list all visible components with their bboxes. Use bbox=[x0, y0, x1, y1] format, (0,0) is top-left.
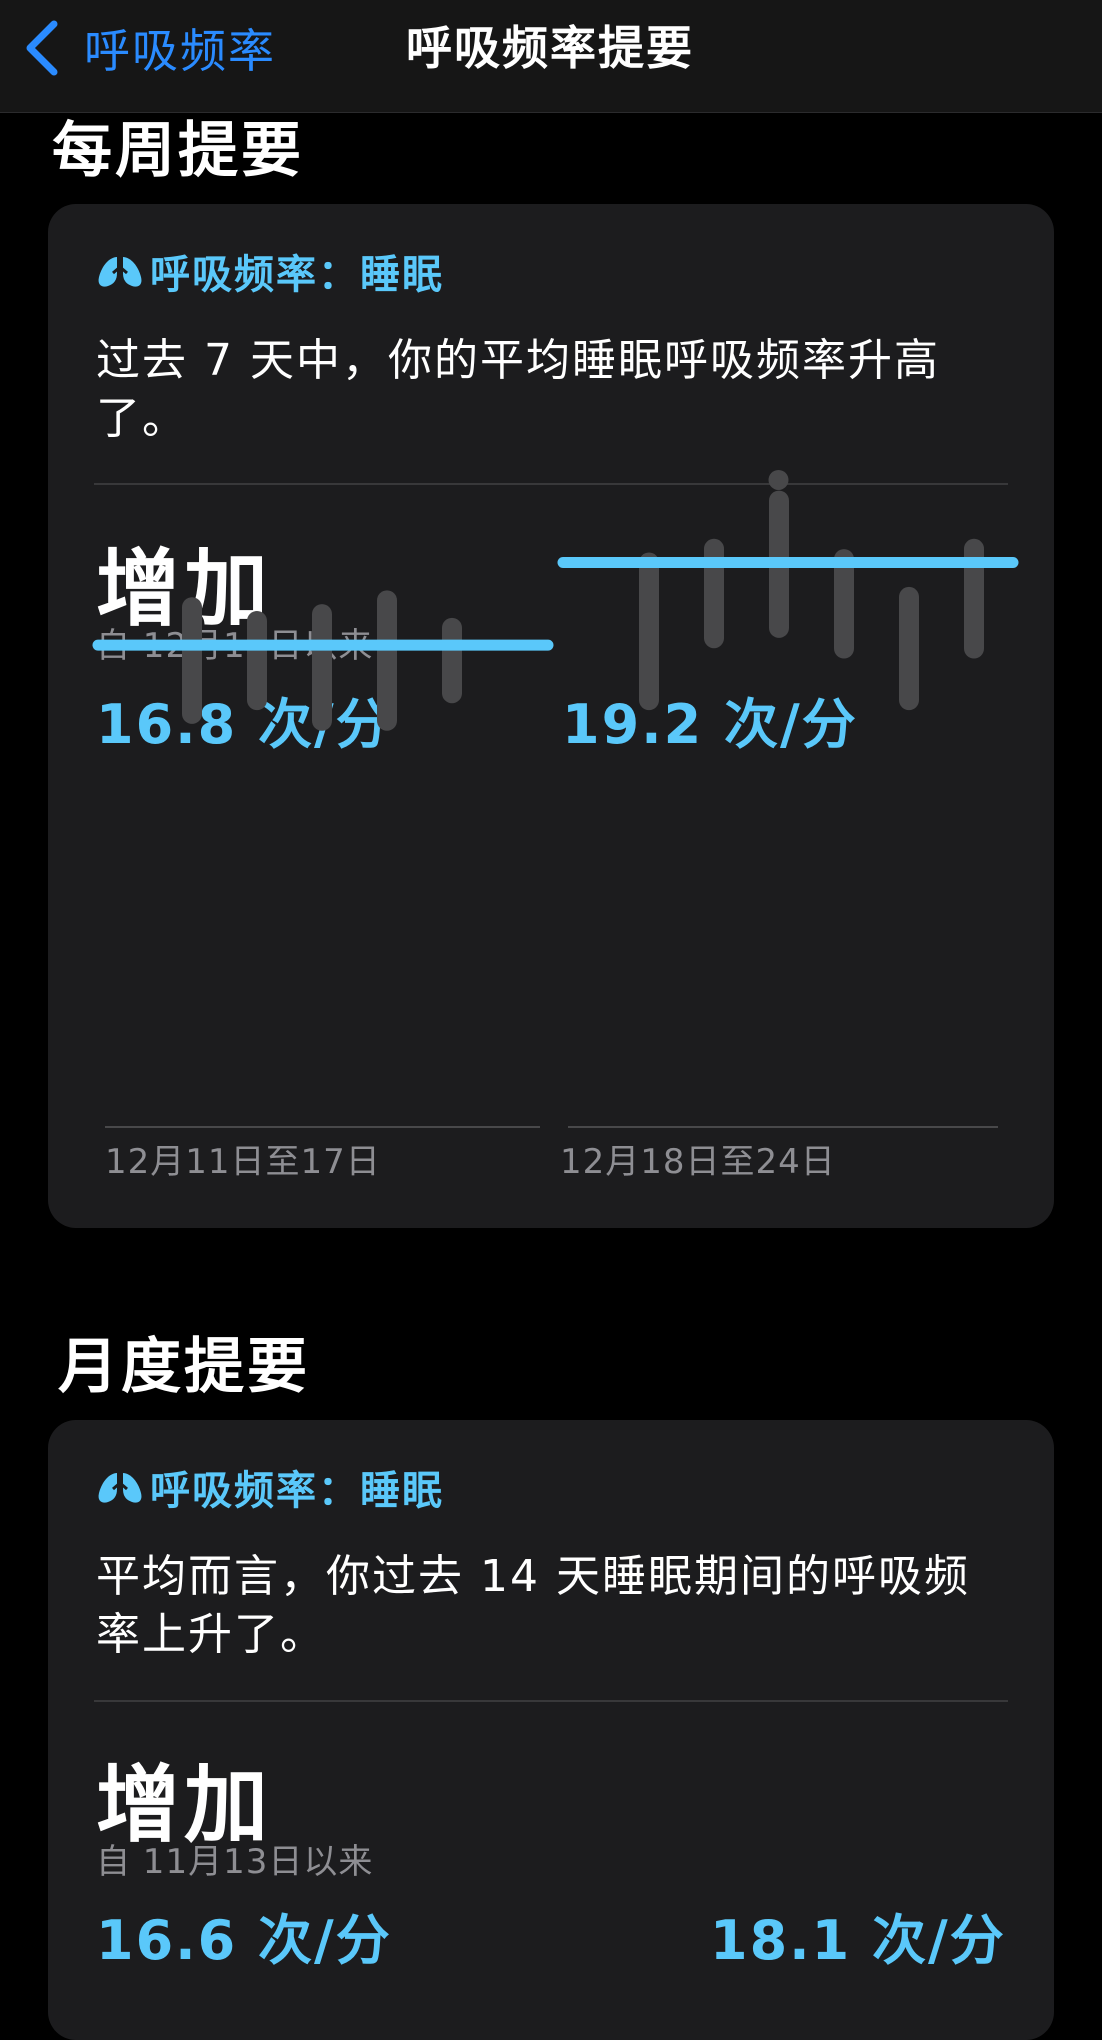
card-header-label: 呼吸频率：睡眠 bbox=[150, 252, 444, 298]
current-period-average: 18.1 次/分 bbox=[710, 1909, 1006, 1972]
card-header: 呼吸频率：睡眠 bbox=[96, 1458, 444, 1516]
monthly-summary-card[interactable]: 呼吸频率：睡眠 平均而言，你过去 14 天睡眠期间的呼吸频率上升了。 增加 自 … bbox=[48, 1420, 1054, 2040]
period-label-previous: 12月11日至17日 bbox=[105, 1142, 381, 1182]
trend-label: 增加 bbox=[96, 1756, 273, 1854]
summary-message: 平均而言，你过去 14 天睡眠期间的呼吸频率上升了。 bbox=[96, 1551, 970, 1660]
page-title: 呼吸频率提要 bbox=[406, 21, 694, 75]
weekly-summary-card[interactable]: 呼吸频率：睡眠 过去 7 天中，你的平均睡眠呼吸频率升高了。 增加 自 12月1… bbox=[48, 204, 1054, 1228]
weekly-section-title: 每周提要 bbox=[52, 116, 304, 186]
lungs-icon bbox=[98, 1469, 142, 1503]
card-header-label: 呼吸频率：睡眠 bbox=[150, 1468, 444, 1514]
current-period-average: 19.2 次/分 bbox=[562, 693, 858, 756]
monthly-section-title: 月度提要 bbox=[58, 1332, 310, 1402]
previous-period-average: 16.8 次/分 bbox=[96, 693, 392, 756]
chart-range-dot bbox=[768, 469, 789, 490]
card-header: 呼吸频率：睡眠 bbox=[96, 242, 444, 300]
since-date: 自 11月13日以来 bbox=[96, 1842, 374, 1882]
divider bbox=[94, 483, 1008, 485]
chevron-left-icon bbox=[26, 20, 58, 76]
summary-message: 过去 7 天中，你的平均睡眠呼吸频率升高了。 bbox=[96, 335, 940, 444]
weekly-range-chart bbox=[92, 469, 1019, 1128]
back-button-label: 呼吸频率 bbox=[84, 24, 276, 78]
lungs-icon bbox=[98, 253, 142, 287]
period-label-current: 12月18日至24日 bbox=[560, 1142, 836, 1182]
navigation-bar: 呼吸频率 呼吸频率提要 bbox=[0, 0, 1102, 113]
previous-period-average: 16.6 次/分 bbox=[96, 1909, 392, 1972]
divider bbox=[94, 1700, 1008, 1702]
back-button[interactable]: 呼吸频率 bbox=[22, 16, 276, 80]
